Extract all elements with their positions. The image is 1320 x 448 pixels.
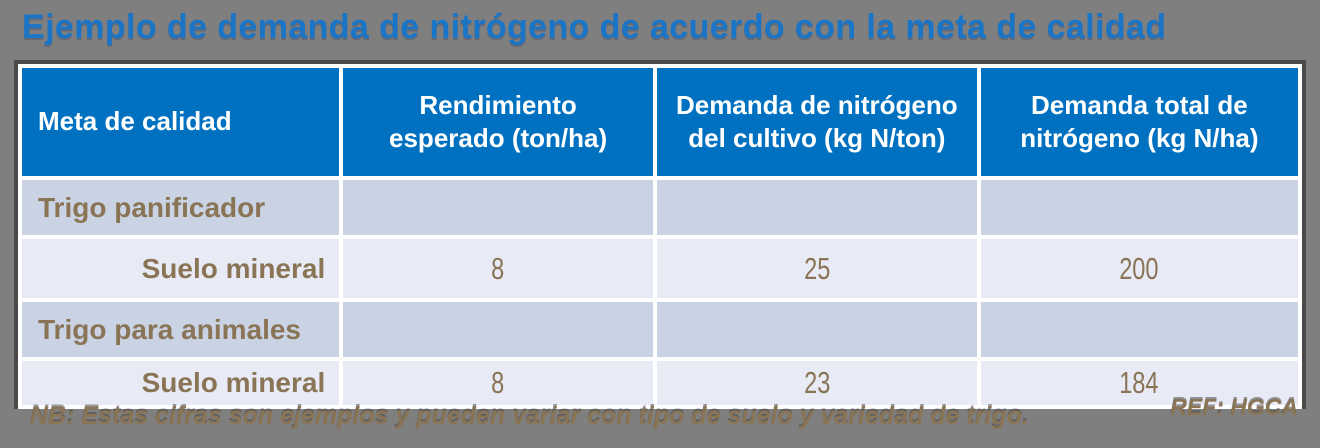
column-header-demanda-total: Demanda total de nitrógeno (kg N/ha) [980,68,1298,176]
row-label: Trigo para animales [22,302,340,357]
table-row-category-trigo-para-animales: Trigo para animales [22,302,1298,357]
empty-cell [656,180,977,235]
value-cell: 25 [656,239,977,298]
table-row-suelo-mineral-panificador: Suelo mineral 8 25 200 [22,239,1298,298]
nitrogen-demand-table: Meta de calidad Rendimiento esperado (to… [14,60,1306,409]
value-text: 23 [803,365,830,400]
empty-cell [656,302,977,357]
value-text: 8 [491,365,505,400]
value-cell: 8 [343,239,653,298]
value-cell: 200 [980,239,1298,298]
value-cell: 23 [656,361,977,405]
value-text: 25 [803,250,830,286]
page-title: Ejemplo de demanda de nitrógeno de acuer… [22,8,1167,46]
empty-cell [980,180,1298,235]
row-label: Trigo panificador [22,180,340,235]
value-text: 200 [1119,250,1160,286]
reference-label: REF: HGCA [1170,394,1298,420]
empty-cell [343,180,653,235]
value-text: 184 [1119,365,1160,400]
value-cell: 184 [980,361,1298,405]
column-header-demanda-cultivo: Demanda de nitrógeno del cultivo (kg N/t… [656,68,977,176]
empty-cell [980,302,1298,357]
value-text: 8 [491,250,505,286]
table-header-row: Meta de calidad Rendimiento esperado (to… [22,68,1298,176]
row-label: Suelo mineral [22,361,340,405]
empty-cell [343,302,653,357]
footnote: NB: Estas cifras son ejemplos y pueden v… [30,402,1029,430]
table-row-category-trigo-panificador: Trigo panificador [22,180,1298,235]
row-label: Suelo mineral [22,239,340,298]
column-header-rendimiento: Rendimiento esperado (ton/ha) [343,68,653,176]
column-header-meta-de-calidad: Meta de calidad [22,68,340,176]
table-row-suelo-mineral-animales: Suelo mineral 8 23 184 [22,361,1298,405]
value-cell: 8 [343,361,653,405]
